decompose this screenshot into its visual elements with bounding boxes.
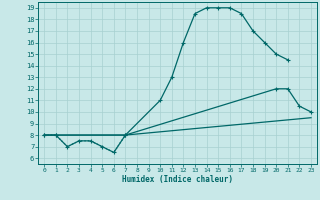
X-axis label: Humidex (Indice chaleur): Humidex (Indice chaleur) — [122, 175, 233, 184]
